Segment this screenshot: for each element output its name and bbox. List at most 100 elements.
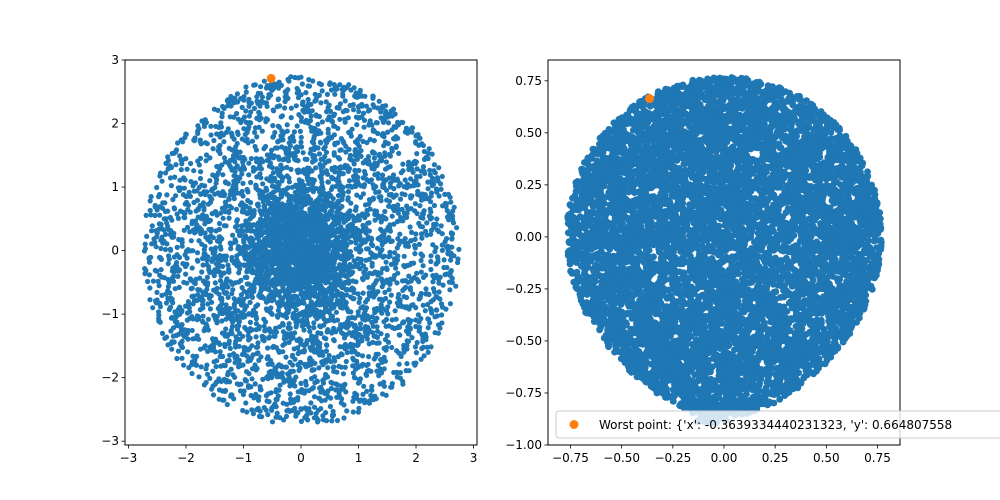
data-point	[171, 206, 178, 212]
data-point	[311, 320, 317, 326]
data-point	[321, 202, 327, 208]
data-point	[311, 394, 318, 400]
data-point	[286, 321, 292, 327]
data-point	[255, 242, 261, 248]
data-point	[447, 272, 453, 279]
data-point	[167, 163, 173, 169]
data-point	[424, 344, 430, 350]
data-point	[419, 224, 426, 230]
data-point	[357, 295, 363, 301]
data-point	[293, 280, 299, 286]
data-point	[323, 271, 329, 277]
data-point	[283, 364, 289, 370]
data-point	[243, 108, 249, 114]
data-point	[295, 345, 301, 351]
data-point	[317, 275, 323, 281]
data-point	[372, 208, 378, 214]
data-point	[243, 251, 249, 257]
data-point	[327, 81, 333, 87]
data-point	[401, 263, 407, 269]
data-point	[347, 213, 353, 220]
data-point	[375, 289, 381, 295]
data-point	[234, 91, 240, 97]
data-point	[419, 191, 425, 197]
data-point	[428, 231, 434, 237]
data-point	[190, 248, 196, 254]
data-point	[355, 409, 361, 415]
data-point	[173, 193, 179, 199]
data-point	[247, 205, 253, 211]
data-point	[193, 362, 200, 368]
data-point	[308, 113, 314, 119]
data-point	[418, 257, 424, 264]
data-point	[340, 192, 346, 199]
data-point	[247, 287, 253, 293]
data-point	[302, 156, 308, 162]
data-point	[442, 239, 448, 245]
data-point	[156, 312, 162, 318]
data-point	[385, 304, 391, 310]
data-point	[195, 287, 201, 293]
data-point	[423, 337, 429, 343]
data-point	[385, 311, 391, 317]
data-point	[209, 258, 215, 264]
data-point	[325, 126, 331, 132]
data-point	[371, 155, 377, 161]
data-point	[356, 108, 362, 115]
data-point	[366, 284, 372, 290]
data-point	[290, 352, 296, 358]
data-point	[273, 387, 279, 393]
data-point	[150, 305, 156, 311]
data-point	[353, 172, 359, 178]
data-point	[284, 192, 291, 198]
data-point	[194, 353, 200, 359]
data-point	[248, 179, 254, 186]
data-point	[382, 337, 389, 343]
data-point	[422, 308, 428, 314]
data-point	[165, 157, 171, 164]
data-point	[361, 383, 367, 389]
data-point	[262, 238, 268, 244]
data-point	[295, 395, 301, 401]
data-point	[409, 166, 415, 172]
data-point	[245, 140, 251, 146]
data-point	[254, 350, 260, 357]
data-point	[355, 256, 361, 262]
data-point	[406, 368, 412, 374]
data-point	[268, 390, 274, 396]
data-point	[200, 318, 206, 324]
data-point	[299, 256, 305, 263]
data-point	[240, 159, 246, 165]
data-point	[247, 228, 254, 234]
data-point	[328, 284, 335, 290]
data-point	[355, 136, 361, 142]
data-point	[336, 363, 342, 369]
data-point	[194, 222, 200, 228]
data-point	[204, 274, 210, 280]
data-point	[365, 234, 371, 240]
data-point	[318, 165, 324, 171]
data-point	[331, 232, 337, 238]
data-point	[392, 258, 398, 264]
data-point	[253, 147, 259, 153]
data-point	[242, 314, 248, 320]
data-point	[331, 82, 337, 88]
data-point	[421, 353, 427, 359]
data-point	[302, 261, 308, 267]
data-point	[239, 171, 245, 177]
data-point	[396, 323, 402, 329]
data-point	[305, 194, 311, 200]
data-point	[419, 197, 425, 203]
data-point	[212, 349, 219, 355]
data-point	[329, 418, 335, 424]
data-point	[258, 269, 264, 275]
data-point	[208, 226, 214, 232]
data-point	[269, 147, 275, 153]
data-point	[202, 243, 208, 249]
data-point	[210, 146, 216, 152]
data-point	[335, 125, 341, 131]
data-point	[162, 208, 168, 214]
data-point	[301, 342, 307, 348]
data-point	[224, 401, 230, 408]
data-point	[165, 342, 171, 348]
